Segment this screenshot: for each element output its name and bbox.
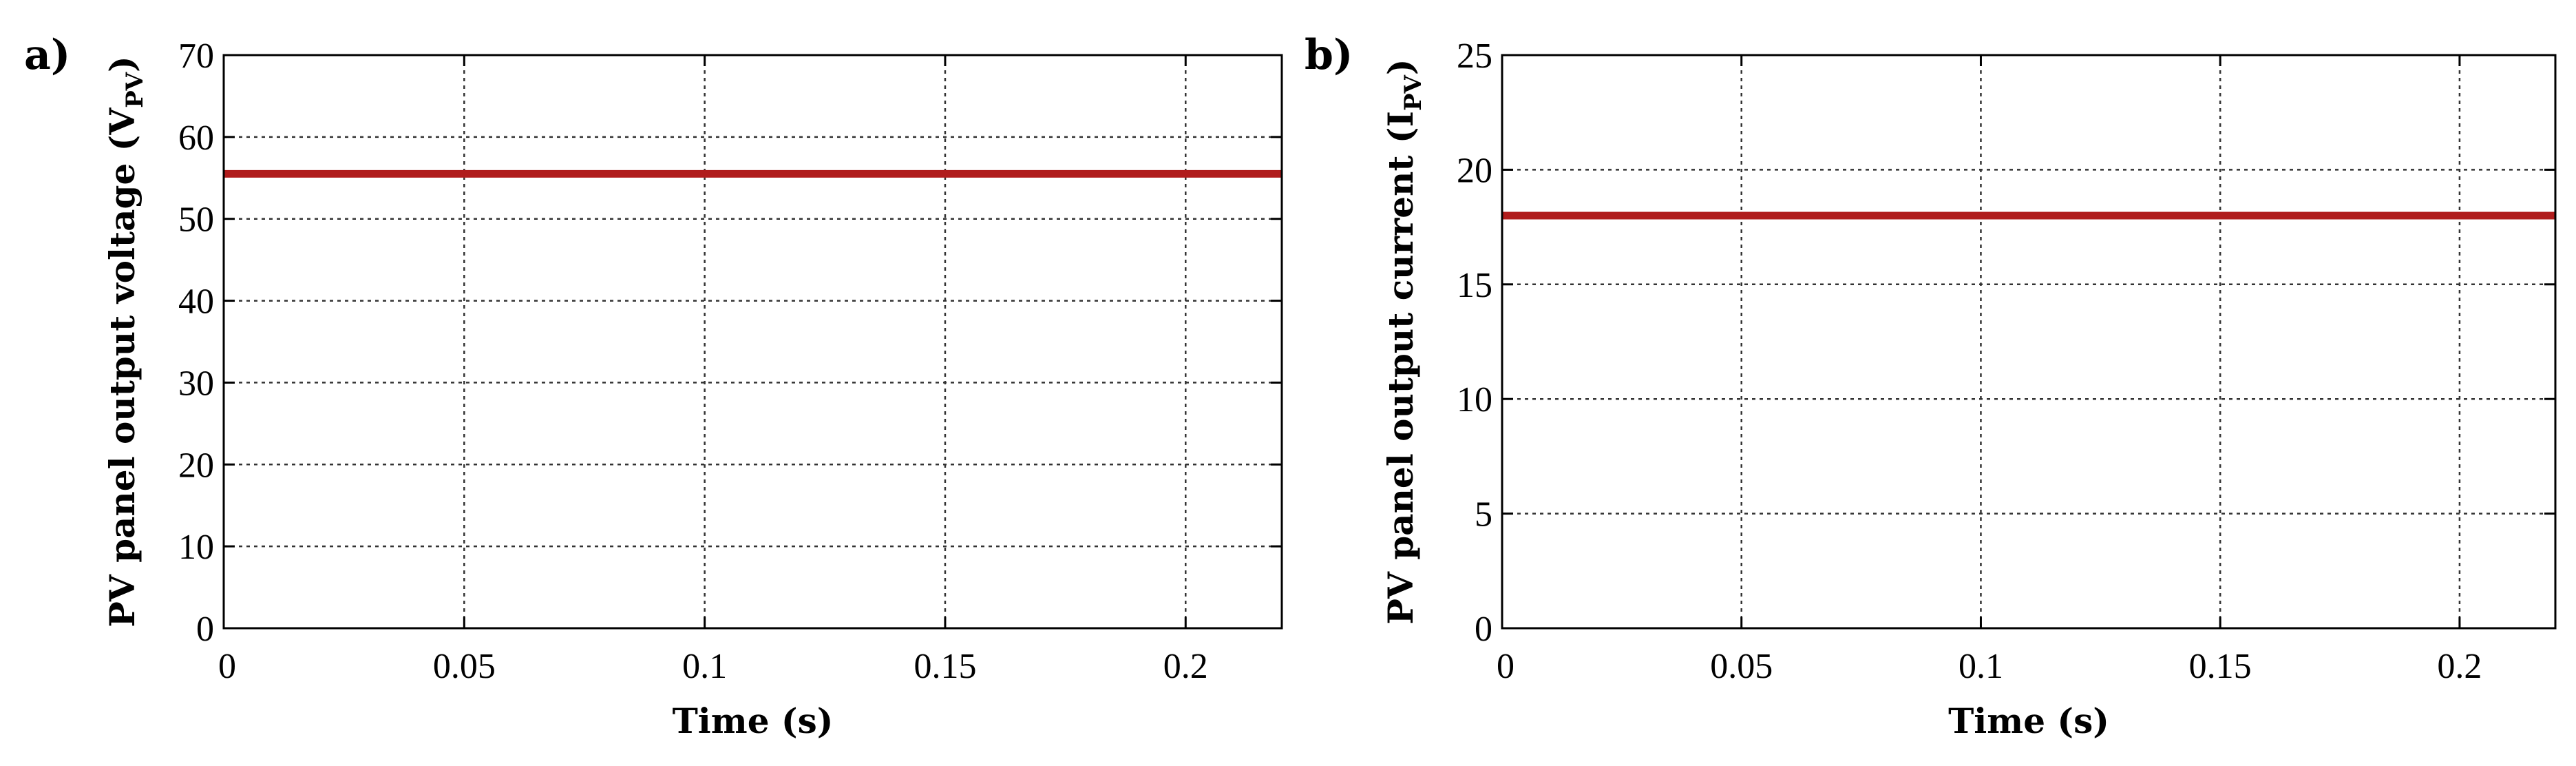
panel-letter: a) bbox=[24, 31, 70, 79]
y-tick-label: 0 bbox=[196, 610, 214, 649]
x-axis-label: Time (s) bbox=[1948, 701, 2109, 741]
y-tick-label: 40 bbox=[178, 282, 214, 322]
x-tick-label: 0 bbox=[218, 647, 236, 686]
y-tick-label: 30 bbox=[178, 364, 214, 403]
x-tick-label: 0.1 bbox=[1959, 647, 2003, 686]
panel-letter: b) bbox=[1305, 31, 1353, 79]
y-tick-label: 20 bbox=[1457, 151, 1492, 190]
x-tick-label: 0.2 bbox=[2437, 647, 2482, 686]
y-tick-label: 60 bbox=[178, 118, 214, 158]
x-axis-label: Time (s) bbox=[673, 701, 834, 741]
y-axis-label: PV panel output current (IPV) bbox=[1380, 59, 1427, 624]
x-tick-label: 0.05 bbox=[1710, 647, 1773, 686]
y-tick-label: 0 bbox=[1475, 610, 1492, 649]
x-tick-label: 0.15 bbox=[914, 647, 976, 686]
y-axis-label: PV panel output voltage (VPV) bbox=[102, 56, 149, 627]
plot-frame bbox=[1501, 54, 2557, 630]
y-tick-label: 15 bbox=[1457, 266, 1492, 305]
y-tick-label: 5 bbox=[1475, 495, 1492, 535]
panel-b: b) 0 0.05 0.1 0.15 0.2 0 5 10 15 20 25 Time (s) PV pa… bbox=[1305, 31, 2557, 741]
panel-a: a) 0 0.05 0.1 0.15 0.2 0 10 20 30 40 50 60 70 Time (s)… bbox=[24, 31, 1283, 741]
plot-frame bbox=[222, 54, 1283, 630]
y-tick-label: 70 bbox=[178, 37, 214, 76]
y-tick-label: 20 bbox=[178, 446, 214, 485]
y-tick-label: 10 bbox=[178, 528, 214, 567]
y-tick-label: 25 bbox=[1457, 37, 1492, 76]
x-tick-label: 0.15 bbox=[2189, 647, 2252, 686]
y-tick-label: 50 bbox=[178, 200, 214, 240]
x-tick-label: 0 bbox=[1497, 647, 1514, 686]
x-tick-label: 0.2 bbox=[1163, 647, 1208, 686]
x-tick-label: 0.1 bbox=[682, 647, 727, 686]
y-tick-label: 10 bbox=[1457, 380, 1492, 420]
x-tick-label: 0.05 bbox=[433, 647, 496, 686]
